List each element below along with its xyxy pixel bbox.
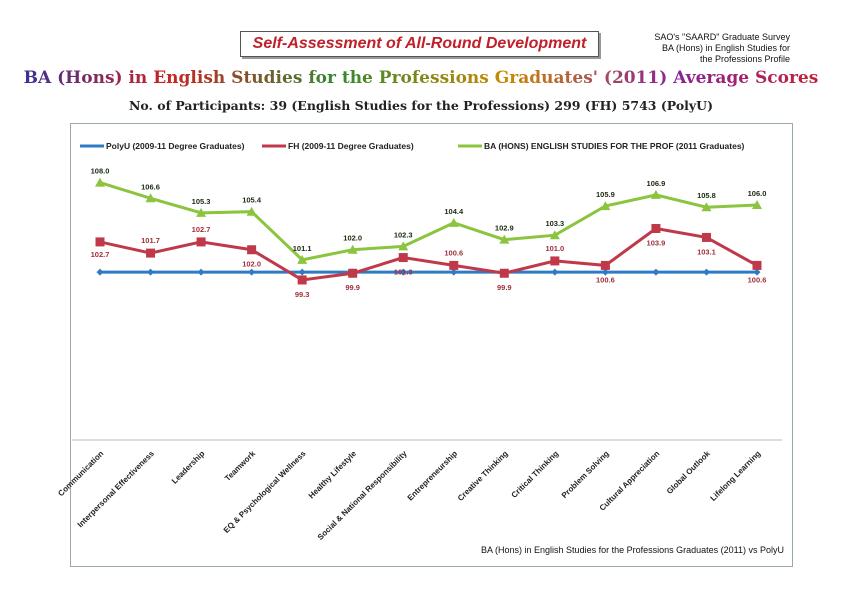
data-point (550, 256, 560, 266)
data-point (298, 268, 306, 276)
data-point (197, 268, 205, 276)
data-point (450, 268, 458, 276)
data-point (196, 207, 207, 217)
category-tick-label: Critical Thinking (510, 449, 561, 500)
data-label: 103.9 (647, 238, 666, 247)
participants-count: No. of Participants: 39 (English Studies… (129, 98, 713, 113)
data-point (297, 275, 307, 285)
data-label: 99.9 (497, 283, 512, 292)
data-label: 101.1 (293, 244, 312, 253)
data-label: 105.4 (242, 196, 262, 205)
data-point (348, 268, 358, 278)
legend-label: PolyU (2009-11 Degree Graduates) (106, 141, 245, 151)
data-label: 103.1 (697, 247, 716, 256)
data-label: 106.9 (647, 179, 666, 188)
legend-label: BA (HONS) ENGLISH STUDIES FOR THE PROF (… (484, 141, 745, 151)
series-line (99, 181, 758, 262)
data-label: 102.0 (242, 260, 261, 269)
data-point (600, 260, 610, 270)
data-label: 100.6 (596, 275, 615, 284)
legend-label: FH (2009-11 Degree Graduates) (288, 141, 414, 151)
category-tick-label: Entrepreneurship (406, 449, 460, 503)
category-tick-label: Communication (56, 449, 105, 498)
data-point (600, 201, 611, 211)
data-point (551, 268, 559, 276)
data-label: 102.9 (495, 224, 514, 233)
data-point (399, 268, 407, 276)
data-point (701, 202, 712, 212)
data-label: 102.0 (343, 234, 362, 243)
data-point (96, 268, 104, 276)
category-tick-label: Global Outlook (665, 449, 712, 496)
data-label: 102.3 (394, 230, 413, 239)
data-label: 102.7 (192, 225, 211, 234)
data-point (702, 268, 710, 276)
data-point (145, 193, 156, 203)
category-tick-label: Healthy Lifestyle (307, 449, 359, 501)
data-label: 102.7 (91, 250, 110, 259)
data-point (246, 206, 257, 216)
data-label: 105.9 (596, 190, 615, 199)
data-point (701, 232, 711, 242)
data-point (448, 217, 459, 227)
data-label: 101.3 (394, 268, 413, 277)
category-tick-label: Teamwork (223, 449, 257, 483)
series-line (99, 226, 758, 282)
data-point (650, 189, 661, 199)
chart-frame (70, 123, 793, 567)
category-tick-label: Leadership (170, 449, 207, 486)
data-point (753, 268, 761, 276)
data-label: 99.9 (345, 283, 360, 292)
survey-line: BA (Hons) in English Studies for (661, 43, 790, 53)
data-point (146, 248, 156, 258)
data-point (95, 177, 105, 187)
data-point (398, 253, 408, 263)
data-point (297, 254, 308, 264)
main-title: BA (Hons) in English Studies for the Pro… (0, 68, 842, 88)
survey-line: SAO's "SAARD" Graduate Survey (654, 32, 790, 42)
data-point (752, 199, 762, 209)
chart-footnote: BA (Hons) in English Studies for the Pro… (481, 545, 784, 555)
data-label: 106.0 (748, 189, 767, 198)
data-point (95, 237, 105, 247)
category-tick-label: EQ & Psychological Wellness (222, 449, 308, 535)
survey-caption: SAO's "SAARD" Graduate Survey BA (Hons) … (654, 32, 790, 65)
data-label: 99.3 (295, 290, 310, 299)
data-point (147, 268, 155, 276)
data-label: 108.0 (91, 167, 110, 176)
data-label: 103.3 (545, 219, 564, 228)
self-assessment-title: Self-Assessment of All-Round Development (240, 31, 599, 57)
data-label: 105.3 (192, 197, 211, 206)
data-point (549, 230, 560, 240)
category-tick-label: Social & National Responsibility (316, 449, 409, 542)
data-label: 100.6 (444, 248, 463, 257)
data-point (651, 223, 661, 233)
data-point (196, 237, 206, 247)
category-tick-label: Creative Thinking (456, 449, 510, 503)
data-point (652, 268, 660, 276)
data-label: 101.0 (545, 244, 564, 253)
data-point (248, 268, 256, 276)
data-point (499, 268, 509, 278)
data-point (247, 245, 257, 255)
data-point (347, 244, 358, 254)
data-label: 101.7 (141, 236, 160, 245)
data-label: 105.8 (697, 191, 716, 200)
category-tick-label: Problem Solving (560, 449, 611, 500)
data-point (449, 260, 459, 270)
data-label: 106.6 (141, 182, 160, 191)
survey-line: the Professions Profile (699, 54, 790, 64)
category-tick-label: Lifelong Learning (709, 449, 763, 503)
data-point (752, 260, 762, 270)
data-point (499, 234, 510, 244)
data-label: 104.4 (444, 207, 464, 216)
data-point (601, 268, 609, 276)
data-label: 100.6 (748, 275, 767, 284)
data-point (398, 241, 409, 251)
